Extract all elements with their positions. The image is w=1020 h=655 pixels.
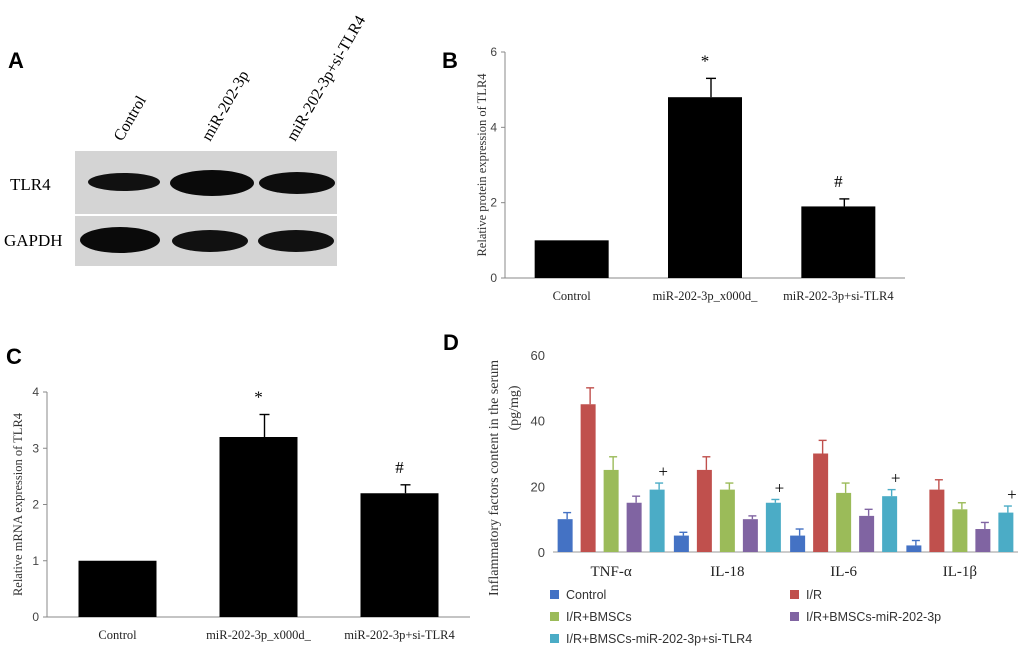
y-tick-label: 2 (32, 498, 39, 512)
legend-label: I/R+BMSCs-miR-202-3p (806, 610, 941, 624)
x-tick-label: IL-6 (830, 564, 857, 580)
y-tick-label: 4 (32, 385, 39, 399)
chart-b: 0 2 4 6 Control miR-202-3p_x000d_ * miR-202-3p+… (475, 45, 905, 303)
chart-d: 0 20 40 60 + TNF-α + IL-18 + IL-6 + IL-1β Inflammato… (487, 348, 1018, 646)
bar-i-r (813, 453, 829, 552)
y-tick-label: 4 (490, 120, 497, 134)
bar (668, 97, 742, 278)
bar (78, 560, 157, 617)
bar-i-r-bmscs-mir-202-3p (975, 529, 991, 552)
x-tick-label: IL-1β (943, 564, 977, 580)
significance-mark: * (701, 51, 710, 70)
blot-band-tlr4-control (88, 173, 160, 191)
y-tick-label: 6 (490, 45, 497, 59)
y-tick-label: 0 (490, 271, 497, 285)
y-axis-label: Inflammatory factors content in the seru… (487, 360, 502, 596)
significance-mark: + (891, 469, 901, 488)
panel-letter-c: C (6, 344, 22, 369)
bar-i-r-bmscs (952, 509, 968, 552)
x-tick-label: IL-18 (710, 564, 744, 580)
y-axis-label-units: (pg/mg) (507, 385, 522, 430)
y-axis-label: Relative protein expression of TLR4 (475, 73, 489, 257)
y-tick-label: 20 (531, 479, 545, 494)
bar-i-r-bmscs-mir-202-3p-si-tlr4 (998, 512, 1014, 552)
x-tick-label: miR-202-3p_x000d_ (653, 289, 759, 303)
legend-label: I/R (806, 588, 822, 602)
x-tick-label: Control (553, 289, 592, 303)
legend-swatch (550, 612, 559, 621)
y-tick-label: 40 (531, 414, 545, 429)
y-tick-label: 3 (32, 441, 39, 455)
significance-mark: # (395, 458, 404, 477)
blot-band-gapdh-control (80, 227, 160, 253)
blot-band-gapdh-mir (172, 230, 248, 252)
bar-i-r (929, 489, 945, 552)
y-tick-label: 60 (531, 348, 545, 363)
bar-i-r-bmscs-mir-202-3p-si-tlr4 (765, 502, 781, 552)
blot-row-label-tlr4: TLR4 (10, 175, 51, 194)
bar-control (557, 519, 573, 552)
blot-lane-label-mir-si: miR-202-3p+si-TLR4 (284, 13, 369, 144)
bar-i-r-bmscs-mir-202-3p-si-tlr4 (882, 496, 898, 552)
x-tick-label: miR-202-3p+si-TLR4 (344, 628, 455, 642)
bar-i-r-bmscs (719, 489, 735, 552)
x-tick-label: Control (98, 628, 137, 642)
bar-control (790, 535, 806, 552)
western-blot: Control miR-202-3p miR-202-3p+si-TLR4 TL… (4, 13, 369, 266)
y-axis-label: Relative mRNA expression of TLR4 (11, 412, 25, 596)
significance-mark: * (254, 388, 263, 407)
bar-i-r-bmscs (603, 469, 619, 552)
bar-i-r-bmscs-mir-202-3p (742, 519, 758, 552)
panel-letter-b: B (442, 48, 458, 73)
legend-label: I/R+BMSCs (566, 610, 632, 624)
significance-mark: + (775, 478, 785, 497)
x-tick-label: TNF-α (591, 564, 632, 580)
bar-i-r-bmscs (836, 492, 852, 552)
bar-i-r (580, 404, 596, 552)
panel-letter-d: D (443, 330, 459, 355)
y-tick-label: 2 (490, 196, 497, 210)
y-tick-label: 0 (538, 545, 545, 560)
y-tick-label: 0 (32, 610, 39, 624)
bar (801, 206, 876, 278)
legend-swatch (790, 590, 799, 599)
bar-i-r (696, 469, 712, 552)
legend-swatch (790, 612, 799, 621)
bar (534, 240, 609, 278)
legend-swatch (550, 590, 559, 599)
chart-c: 0 1 2 3 4 Control miR-202-3p_x000d_ * miR-202-3p… (11, 385, 470, 642)
bar-i-r-bmscs-mir-202-3p (859, 515, 875, 552)
legend-swatch (550, 634, 559, 643)
x-tick-label: miR-202-3p+si-TLR4 (783, 289, 894, 303)
x-tick-label: miR-202-3p_x000d_ (206, 628, 312, 642)
significance-mark: + (658, 462, 668, 481)
blot-lane-label-mir: miR-202-3p (199, 68, 253, 144)
blot-lane-label-control: Control (111, 93, 150, 144)
blot-row-label-gapdh: GAPDH (4, 231, 63, 250)
panel-letter-a: A (8, 48, 24, 73)
blot-band-tlr4-mir-si (259, 172, 335, 194)
legend-label: Control (566, 588, 606, 602)
y-tick-label: 1 (32, 554, 39, 568)
significance-mark: # (834, 172, 843, 191)
bar-control (673, 535, 689, 552)
bar-i-r-bmscs-mir-202-3p-si-tlr4 (649, 489, 665, 552)
bar-i-r-bmscs-mir-202-3p (626, 502, 642, 552)
blot-band-tlr4-mir (170, 170, 254, 196)
bar-control (906, 545, 922, 552)
bar (219, 437, 298, 617)
significance-mark: + (1007, 485, 1017, 504)
blot-band-gapdh-mir-si (258, 230, 334, 252)
legend-label: I/R+BMSCs-miR-202-3p+si-TLR4 (566, 632, 752, 646)
bar (360, 493, 439, 617)
